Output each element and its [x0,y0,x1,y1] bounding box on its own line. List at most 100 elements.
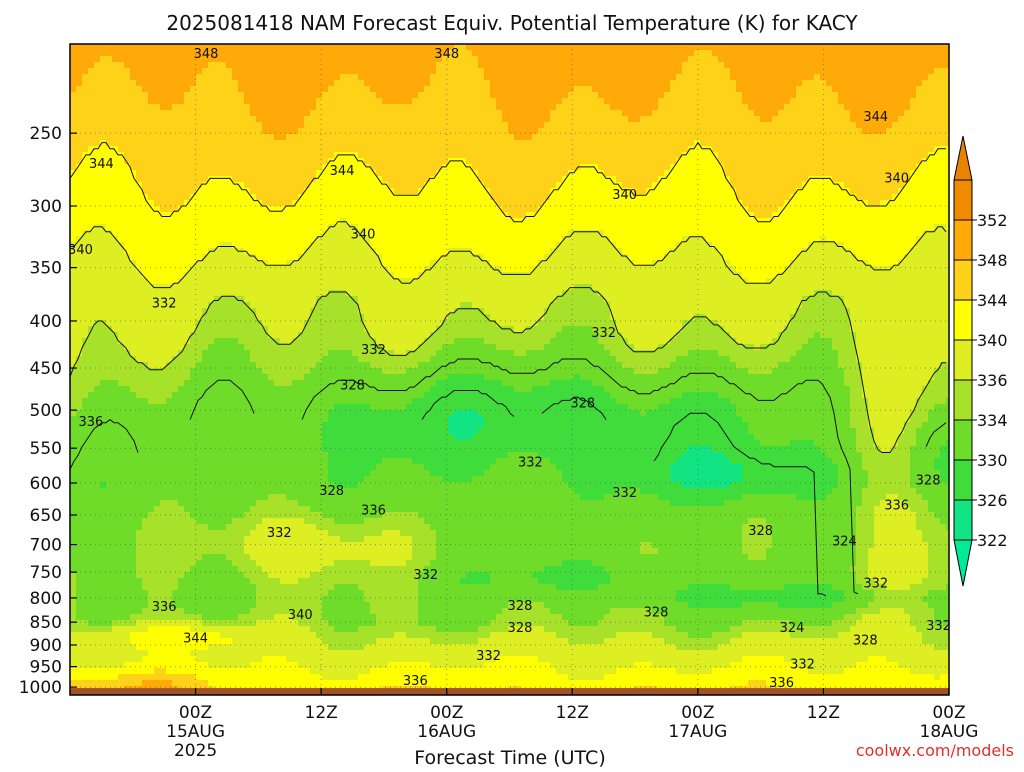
shade-cell [442,182,449,189]
shade-cell [106,200,113,207]
shade-cell [856,86,863,93]
shade-cell [148,128,155,135]
shade-cell [244,68,251,75]
shade-cell [376,170,383,177]
shade-cell [634,152,641,159]
shade-cell [844,56,851,63]
shade-cell [676,140,683,147]
shade-cell [226,128,233,135]
shade-cell [892,98,899,105]
shade-cell [862,44,869,51]
shade-cell [742,44,749,51]
shade-cell [652,74,659,81]
shade-cell [202,146,209,153]
shade-cell [100,146,107,153]
shade-cell [766,230,773,237]
shade-cell [358,146,365,153]
shade-cell [532,182,539,189]
shade-cell [790,170,797,177]
shade-cell [250,236,257,243]
shade-cell [568,116,575,123]
shade-cell [526,164,533,171]
shade-cell [484,80,491,87]
shade-cell [802,80,809,87]
shade-cell [604,110,611,117]
shade-cell [316,206,323,213]
shade-cell [196,56,203,63]
shade-cell [82,224,89,231]
shade-cell [292,200,299,207]
shade-cell [742,236,749,243]
shade-cell [874,158,881,165]
shade-cell [724,104,731,111]
shade-cell [640,116,647,123]
shade-cell [676,170,683,177]
shade-cell [394,236,401,243]
shade-cell [178,158,185,165]
shade-cell [556,110,563,117]
shade-cell [412,158,419,165]
shade-cell [190,170,197,177]
shade-cell [682,74,689,81]
shade-cell [136,62,143,69]
shade-cell [652,56,659,63]
shade-cell [754,206,761,213]
shade-cell [934,212,941,219]
shade-cell [502,104,509,111]
shade-cell [430,158,437,165]
shade-cell [238,134,245,141]
shade-cell [148,116,155,123]
shade-cell [472,176,479,183]
shade-cell [670,128,677,135]
shade-cell [934,56,941,63]
shade-cell [760,74,767,81]
shade-cell [658,110,665,117]
shade-cell [796,80,803,87]
shade-cell [550,242,557,249]
shade-cell [784,164,791,171]
shade-cell [400,182,407,189]
shade-cell [916,92,923,99]
shade-cell [430,74,437,81]
shade-cell [544,182,551,189]
shade-cell [268,242,275,249]
shade-cell [232,140,239,147]
shade-cell [202,140,209,147]
shade-cell [328,122,335,129]
shade-cell [796,146,803,153]
shade-cell [652,104,659,111]
shade-cell [310,188,317,195]
shade-cell [820,92,827,99]
shade-cell [166,218,173,225]
shade-cell [646,50,653,57]
shade-cell [934,194,941,201]
shade-cell [382,242,389,249]
shade-cell [70,62,77,69]
shade-cell [406,164,413,171]
shade-cell [334,134,341,141]
shade-cell [856,98,863,105]
shade-cell [238,212,245,219]
shade-cell [592,122,599,129]
shade-cell [334,188,341,195]
shade-cell [880,146,887,153]
shade-cell [382,86,389,93]
shade-cell [280,104,287,111]
shade-cell [586,134,593,141]
shade-cell [814,74,821,81]
shade-cell [604,68,611,75]
shade-cell [718,86,725,93]
shade-cell [682,176,689,183]
shade-cell [388,74,395,81]
shade-cell [466,104,473,111]
shade-cell [670,74,677,81]
shade-cell [418,146,425,153]
shade-cell [358,242,365,249]
shade-cell [268,44,275,51]
shade-cell [772,236,779,243]
shade-cell [838,152,845,159]
shade-cell [700,182,707,189]
shade-cell [244,218,251,225]
shade-cell [826,104,833,111]
shade-cell [208,206,215,213]
